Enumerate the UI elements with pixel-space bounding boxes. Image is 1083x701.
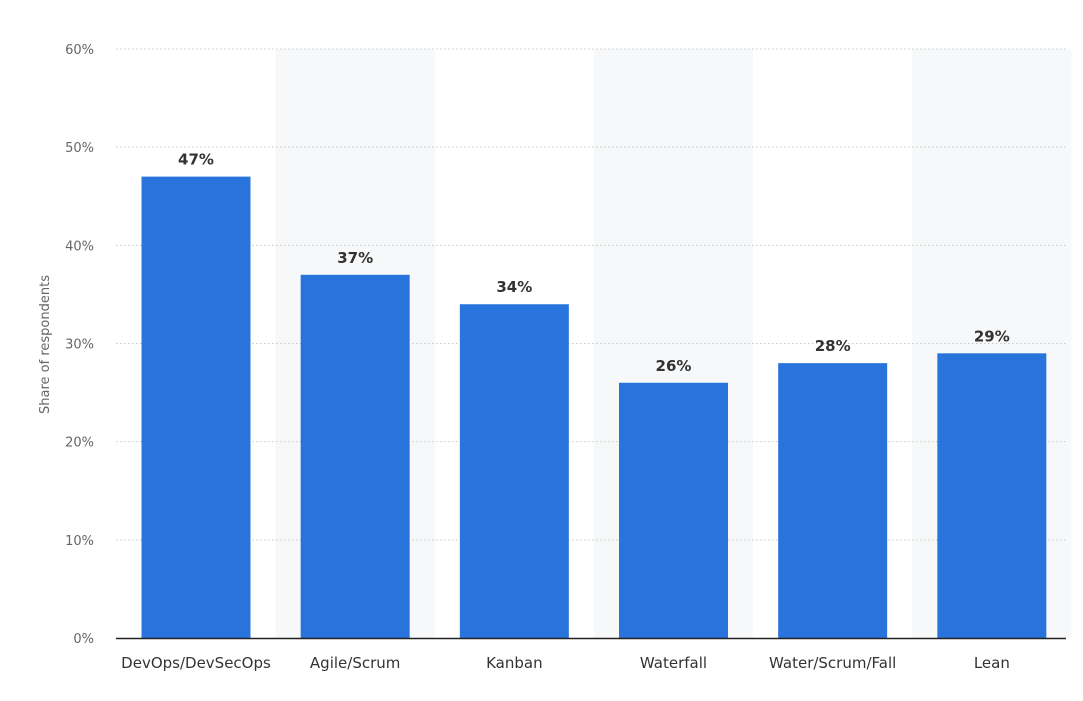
x-category-label: Kanban — [486, 654, 543, 672]
data-label: 34% — [496, 278, 532, 296]
data-label: 37% — [337, 249, 373, 267]
x-category-label: DevOps/DevSecOps — [121, 654, 271, 672]
y-tick-label: 60% — [65, 43, 94, 58]
y-tick-label: 0% — [73, 632, 94, 647]
y-tick-label: 20% — [65, 436, 94, 451]
x-category-label: Waterfall — [640, 654, 707, 672]
bar-agile-scrum — [300, 274, 410, 638]
data-labels: 47% 37% 34% 26% 28% 29% — [178, 151, 1010, 375]
x-axis-categories: DevOps/DevSecOps Agile/Scrum Kanban Waterfa… — [121, 654, 1010, 672]
bar-lean — [937, 353, 1047, 638]
x-category-label: Lean — [974, 654, 1010, 672]
data-label: 29% — [974, 327, 1010, 345]
y-axis-ticks: 0% 10% 20% 30% 40% 50% 60% — [65, 43, 94, 647]
bar-waterfall — [619, 382, 728, 638]
bar-kanban — [459, 304, 569, 638]
data-label: 47% — [178, 151, 214, 169]
y-tick-label: 50% — [65, 141, 94, 156]
bar-water-scrum-fall — [778, 363, 888, 638]
x-category-label: Agile/Scrum — [310, 654, 400, 672]
bars — [141, 176, 1047, 638]
x-category-label: Water/Scrum/Fall — [769, 654, 896, 672]
y-axis-title: Share of respondents — [38, 275, 53, 414]
data-label: 28% — [815, 337, 851, 355]
y-tick-label: 40% — [65, 239, 94, 254]
bar-devops-devsecops — [141, 176, 251, 638]
y-tick-label: 30% — [65, 338, 94, 353]
y-tick-label: 10% — [65, 534, 94, 549]
data-label: 26% — [656, 357, 692, 375]
